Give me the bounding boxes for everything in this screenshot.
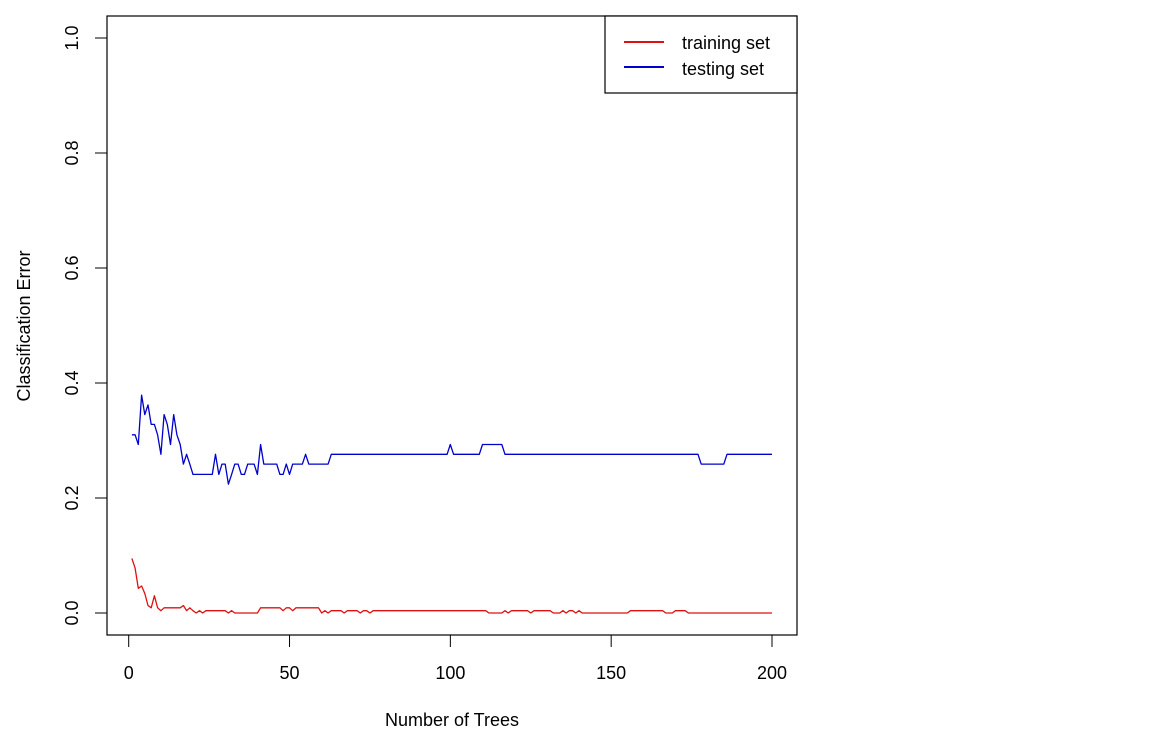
x-axis: 0 50 100 150 200 [124,635,787,683]
training-set-line [131,558,772,614]
testing-set-line [131,394,772,485]
y-axis: 0.0 0.2 0.4 0.6 0.8 1.0 [62,25,107,626]
legend-label-training: training set [682,33,770,53]
x-tick-label: 200 [757,663,787,683]
legend: training set testing set [604,15,798,94]
y-tick-label: 0.4 [62,370,82,395]
x-axis-title: Number of Trees [385,710,519,730]
x-tick-label: 100 [435,663,465,683]
legend-box [604,15,798,94]
y-tick-label: 1.0 [62,25,82,50]
x-tick-label: 50 [280,663,300,683]
x-tick-label: 0 [124,663,134,683]
y-tick-label: 0.0 [62,600,82,625]
y-axis-title: Classification Error [14,250,34,401]
y-tick-label: 0.2 [62,485,82,510]
y-tick-label: 0.8 [62,140,82,165]
y-tick-label: 0.6 [62,255,82,280]
legend-label-testing: testing set [682,59,764,79]
x-tick-label: 150 [596,663,626,683]
plot-frame [106,15,798,636]
